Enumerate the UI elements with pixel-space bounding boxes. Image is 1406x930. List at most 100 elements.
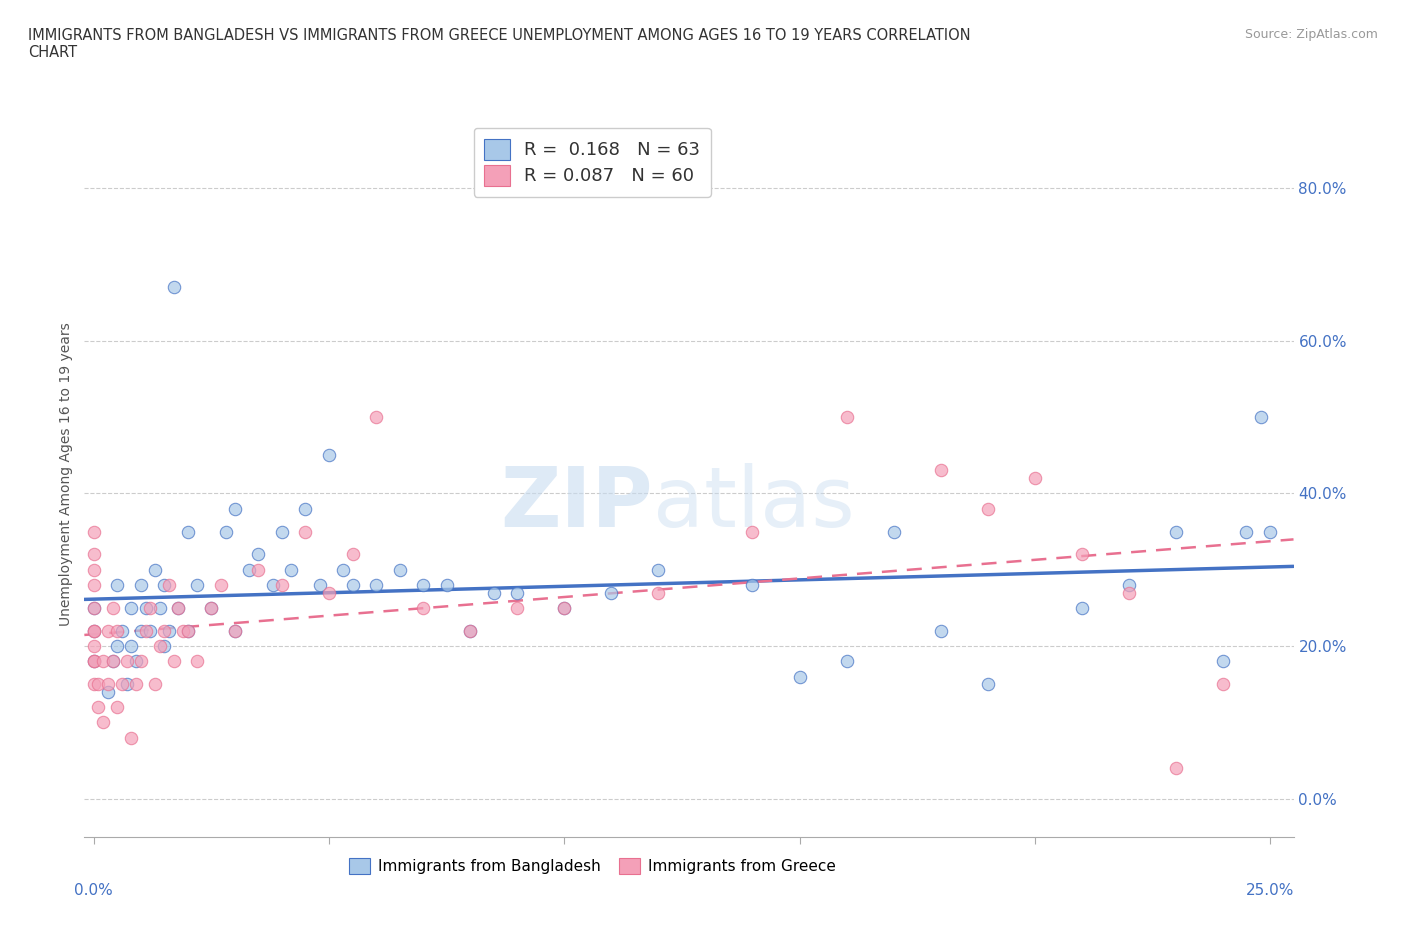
Point xyxy=(97,623,120,638)
Point xyxy=(83,601,105,616)
Point xyxy=(1212,654,1234,669)
Point xyxy=(482,585,505,600)
Point xyxy=(83,677,105,692)
Point xyxy=(129,623,152,638)
Point xyxy=(1164,761,1187,776)
Point xyxy=(129,578,152,592)
Point xyxy=(388,563,411,578)
Point xyxy=(238,563,260,578)
Point xyxy=(209,578,232,592)
Point xyxy=(976,501,998,516)
Point xyxy=(436,578,458,592)
Point xyxy=(412,578,434,592)
Point xyxy=(83,563,105,578)
Point xyxy=(167,601,190,616)
Point xyxy=(129,654,152,669)
Point xyxy=(143,563,166,578)
Point xyxy=(105,623,128,638)
Point xyxy=(91,715,114,730)
Point xyxy=(1070,547,1092,562)
Text: 0.0%: 0.0% xyxy=(75,883,112,897)
Point xyxy=(186,654,208,669)
Point xyxy=(101,601,124,616)
Point xyxy=(789,670,811,684)
Point xyxy=(318,447,340,462)
Point xyxy=(1250,409,1272,424)
Y-axis label: Unemployment Among Ages 16 to 19 years: Unemployment Among Ages 16 to 19 years xyxy=(59,323,73,626)
Point xyxy=(741,525,763,539)
Point xyxy=(157,623,180,638)
Point xyxy=(135,623,157,638)
Point xyxy=(105,639,128,654)
Point xyxy=(105,578,128,592)
Point xyxy=(120,730,142,745)
Point xyxy=(153,578,176,592)
Point xyxy=(163,280,186,295)
Point xyxy=(87,677,110,692)
Point xyxy=(294,525,316,539)
Point xyxy=(115,654,138,669)
Point xyxy=(149,639,172,654)
Text: Source: ZipAtlas.com: Source: ZipAtlas.com xyxy=(1244,28,1378,41)
Point xyxy=(214,525,236,539)
Text: atlas: atlas xyxy=(652,463,855,544)
Point xyxy=(83,578,105,592)
Point xyxy=(167,601,190,616)
Point xyxy=(1118,585,1140,600)
Point xyxy=(139,623,162,638)
Point xyxy=(332,563,354,578)
Point xyxy=(929,463,952,478)
Point xyxy=(883,525,905,539)
Point xyxy=(835,654,858,669)
Point xyxy=(224,501,246,516)
Point xyxy=(318,585,340,600)
Point xyxy=(929,623,952,638)
Point xyxy=(1070,601,1092,616)
Point xyxy=(97,677,120,692)
Point xyxy=(247,547,270,562)
Point xyxy=(139,601,162,616)
Point xyxy=(101,654,124,669)
Point xyxy=(342,578,364,592)
Point xyxy=(143,677,166,692)
Point xyxy=(153,639,176,654)
Point xyxy=(149,601,172,616)
Point xyxy=(111,677,134,692)
Text: 25.0%: 25.0% xyxy=(1246,883,1294,897)
Point xyxy=(458,623,481,638)
Point xyxy=(342,547,364,562)
Point xyxy=(506,585,529,600)
Point xyxy=(177,623,200,638)
Point xyxy=(83,654,105,669)
Point xyxy=(262,578,284,592)
Point xyxy=(506,601,529,616)
Text: ZIP: ZIP xyxy=(501,463,652,544)
Point xyxy=(177,623,200,638)
Point xyxy=(458,623,481,638)
Legend: Immigrants from Bangladesh, Immigrants from Greece: Immigrants from Bangladesh, Immigrants f… xyxy=(343,852,842,880)
Point xyxy=(153,623,176,638)
Point xyxy=(83,547,105,562)
Point xyxy=(97,684,120,699)
Point xyxy=(364,409,387,424)
Point xyxy=(835,409,858,424)
Point xyxy=(115,677,138,692)
Point xyxy=(177,525,200,539)
Text: IMMIGRANTS FROM BANGLADESH VS IMMIGRANTS FROM GREECE UNEMPLOYMENT AMONG AGES 16 : IMMIGRANTS FROM BANGLADESH VS IMMIGRANTS… xyxy=(28,28,970,60)
Point xyxy=(101,654,124,669)
Point xyxy=(271,525,294,539)
Point xyxy=(224,623,246,638)
Point xyxy=(87,699,110,714)
Point xyxy=(105,699,128,714)
Point xyxy=(271,578,294,592)
Point xyxy=(172,623,194,638)
Point xyxy=(647,585,669,600)
Point xyxy=(125,677,148,692)
Point xyxy=(83,654,105,669)
Point xyxy=(247,563,270,578)
Point xyxy=(135,601,157,616)
Point xyxy=(1258,525,1281,539)
Point xyxy=(83,601,105,616)
Point xyxy=(1236,525,1258,539)
Point xyxy=(163,654,186,669)
